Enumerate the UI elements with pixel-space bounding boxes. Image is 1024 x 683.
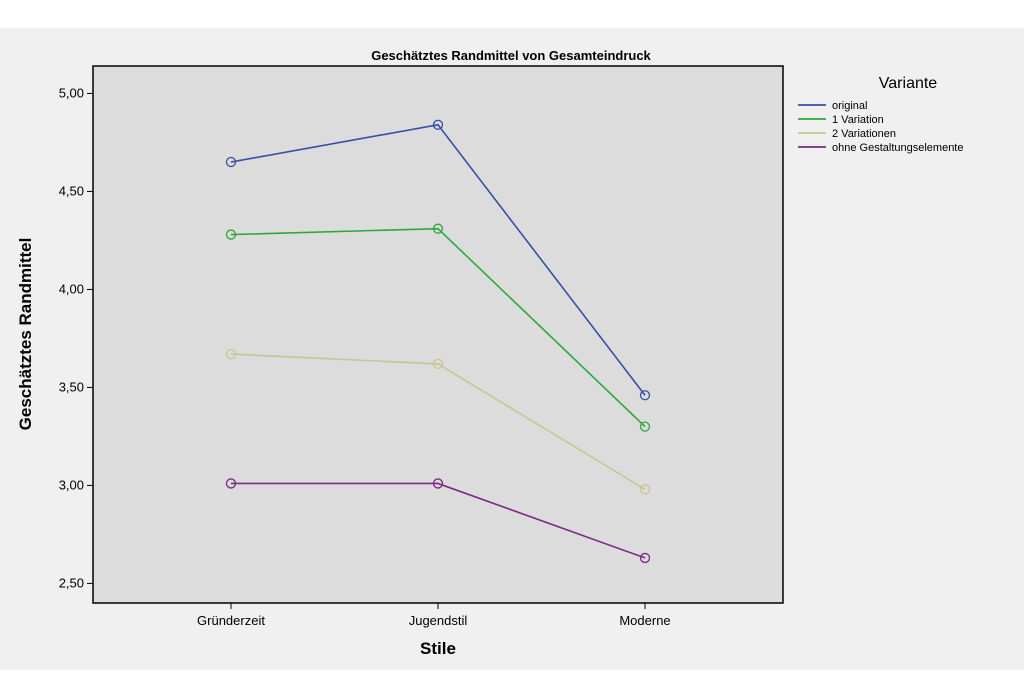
data-point-marker — [639, 421, 651, 432]
series-line — [230, 227, 646, 428]
y-tick-label: 2,50 — [59, 575, 84, 590]
legend-label: 2 Variationen — [832, 128, 896, 140]
data-point-marker — [432, 358, 444, 370]
series-original — [225, 119, 651, 401]
series-line — [230, 353, 646, 491]
data-point-marker — [432, 119, 444, 130]
y-tick-label: 4,50 — [59, 183, 84, 198]
series-line — [230, 123, 646, 396]
x-tick-label: Gründerzeit — [197, 613, 265, 628]
y-tick-label: 4,00 — [59, 281, 84, 296]
x-axis-ticks: Gründerzeit Jugendstil Moderne — [197, 603, 671, 628]
data-point-marker — [639, 484, 651, 495]
data-point-marker — [639, 552, 651, 564]
series-layer — [225, 119, 651, 564]
series-ohne-gestaltungselemente — [225, 478, 651, 564]
legend-items: original 1 Variation 2 Variationen ohne Ges… — [798, 100, 963, 154]
legend-label: 1 Variation — [832, 114, 884, 126]
data-point-marker — [432, 223, 444, 234]
legend-title: Variante — [879, 75, 938, 92]
y-axis-ticks: 2,50 3,00 3,50 4,00 4,50 5,00 — [59, 85, 93, 590]
series-line — [231, 482, 646, 559]
x-axis-label: Stile — [420, 639, 456, 658]
x-tick-label: Jugendstil — [409, 613, 468, 628]
plot-area — [92, 65, 784, 604]
y-tick-label: 3,50 — [59, 379, 84, 394]
legend: Variante original 1 Variation 2 Variatione… — [798, 75, 963, 154]
series-1-variation — [225, 223, 651, 432]
legend-label: ohne Gestaltungselemente — [832, 142, 963, 154]
series-2-variationen — [225, 348, 651, 495]
data-point-marker — [225, 156, 237, 168]
y-axis-label: Geschätztes Randmittel — [16, 238, 35, 431]
chart-panel: Geschätztes Randmittel von Gesamteindruc… — [0, 28, 1024, 670]
data-point-marker — [225, 348, 237, 360]
y-tick-label: 5,00 — [59, 85, 84, 100]
y-tick-label: 3,00 — [59, 477, 84, 492]
chart-title: Geschätztes Randmittel von Gesamteindruc… — [371, 48, 651, 63]
legend-label: original — [832, 100, 867, 112]
data-point-marker — [225, 478, 237, 489]
data-point-marker — [639, 390, 651, 401]
line-chart: Geschätztes Randmittel von Gesamteindruc… — [16, 48, 963, 658]
data-point-marker — [225, 229, 237, 240]
x-tick-label: Moderne — [619, 613, 670, 628]
data-point-marker — [432, 478, 444, 489]
